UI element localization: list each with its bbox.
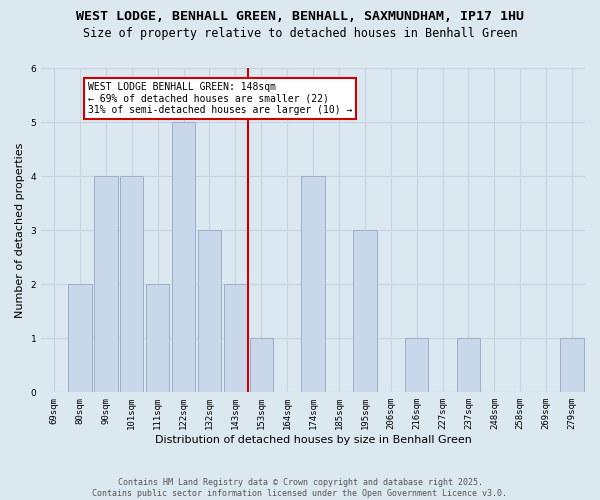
- Text: Contains HM Land Registry data © Crown copyright and database right 2025.
Contai: Contains HM Land Registry data © Crown c…: [92, 478, 508, 498]
- Bar: [172, 122, 195, 392]
- Bar: [120, 176, 143, 392]
- Bar: [457, 338, 480, 392]
- Text: Size of property relative to detached houses in Benhall Green: Size of property relative to detached ho…: [83, 28, 517, 40]
- Bar: [301, 176, 325, 392]
- Bar: [560, 338, 584, 392]
- Bar: [353, 230, 377, 392]
- Bar: [198, 230, 221, 392]
- Bar: [68, 284, 92, 393]
- Bar: [146, 284, 169, 393]
- Y-axis label: Number of detached properties: Number of detached properties: [15, 142, 25, 318]
- Text: WEST LODGE, BENHALL GREEN, BENHALL, SAXMUNDHAM, IP17 1HU: WEST LODGE, BENHALL GREEN, BENHALL, SAXM…: [76, 10, 524, 23]
- Bar: [405, 338, 428, 392]
- Bar: [94, 176, 118, 392]
- X-axis label: Distribution of detached houses by size in Benhall Green: Distribution of detached houses by size …: [155, 435, 472, 445]
- Text: WEST LODGE BENHALL GREEN: 148sqm
← 69% of detached houses are smaller (22)
31% o: WEST LODGE BENHALL GREEN: 148sqm ← 69% o…: [88, 82, 352, 115]
- Bar: [250, 338, 273, 392]
- Bar: [224, 284, 247, 393]
